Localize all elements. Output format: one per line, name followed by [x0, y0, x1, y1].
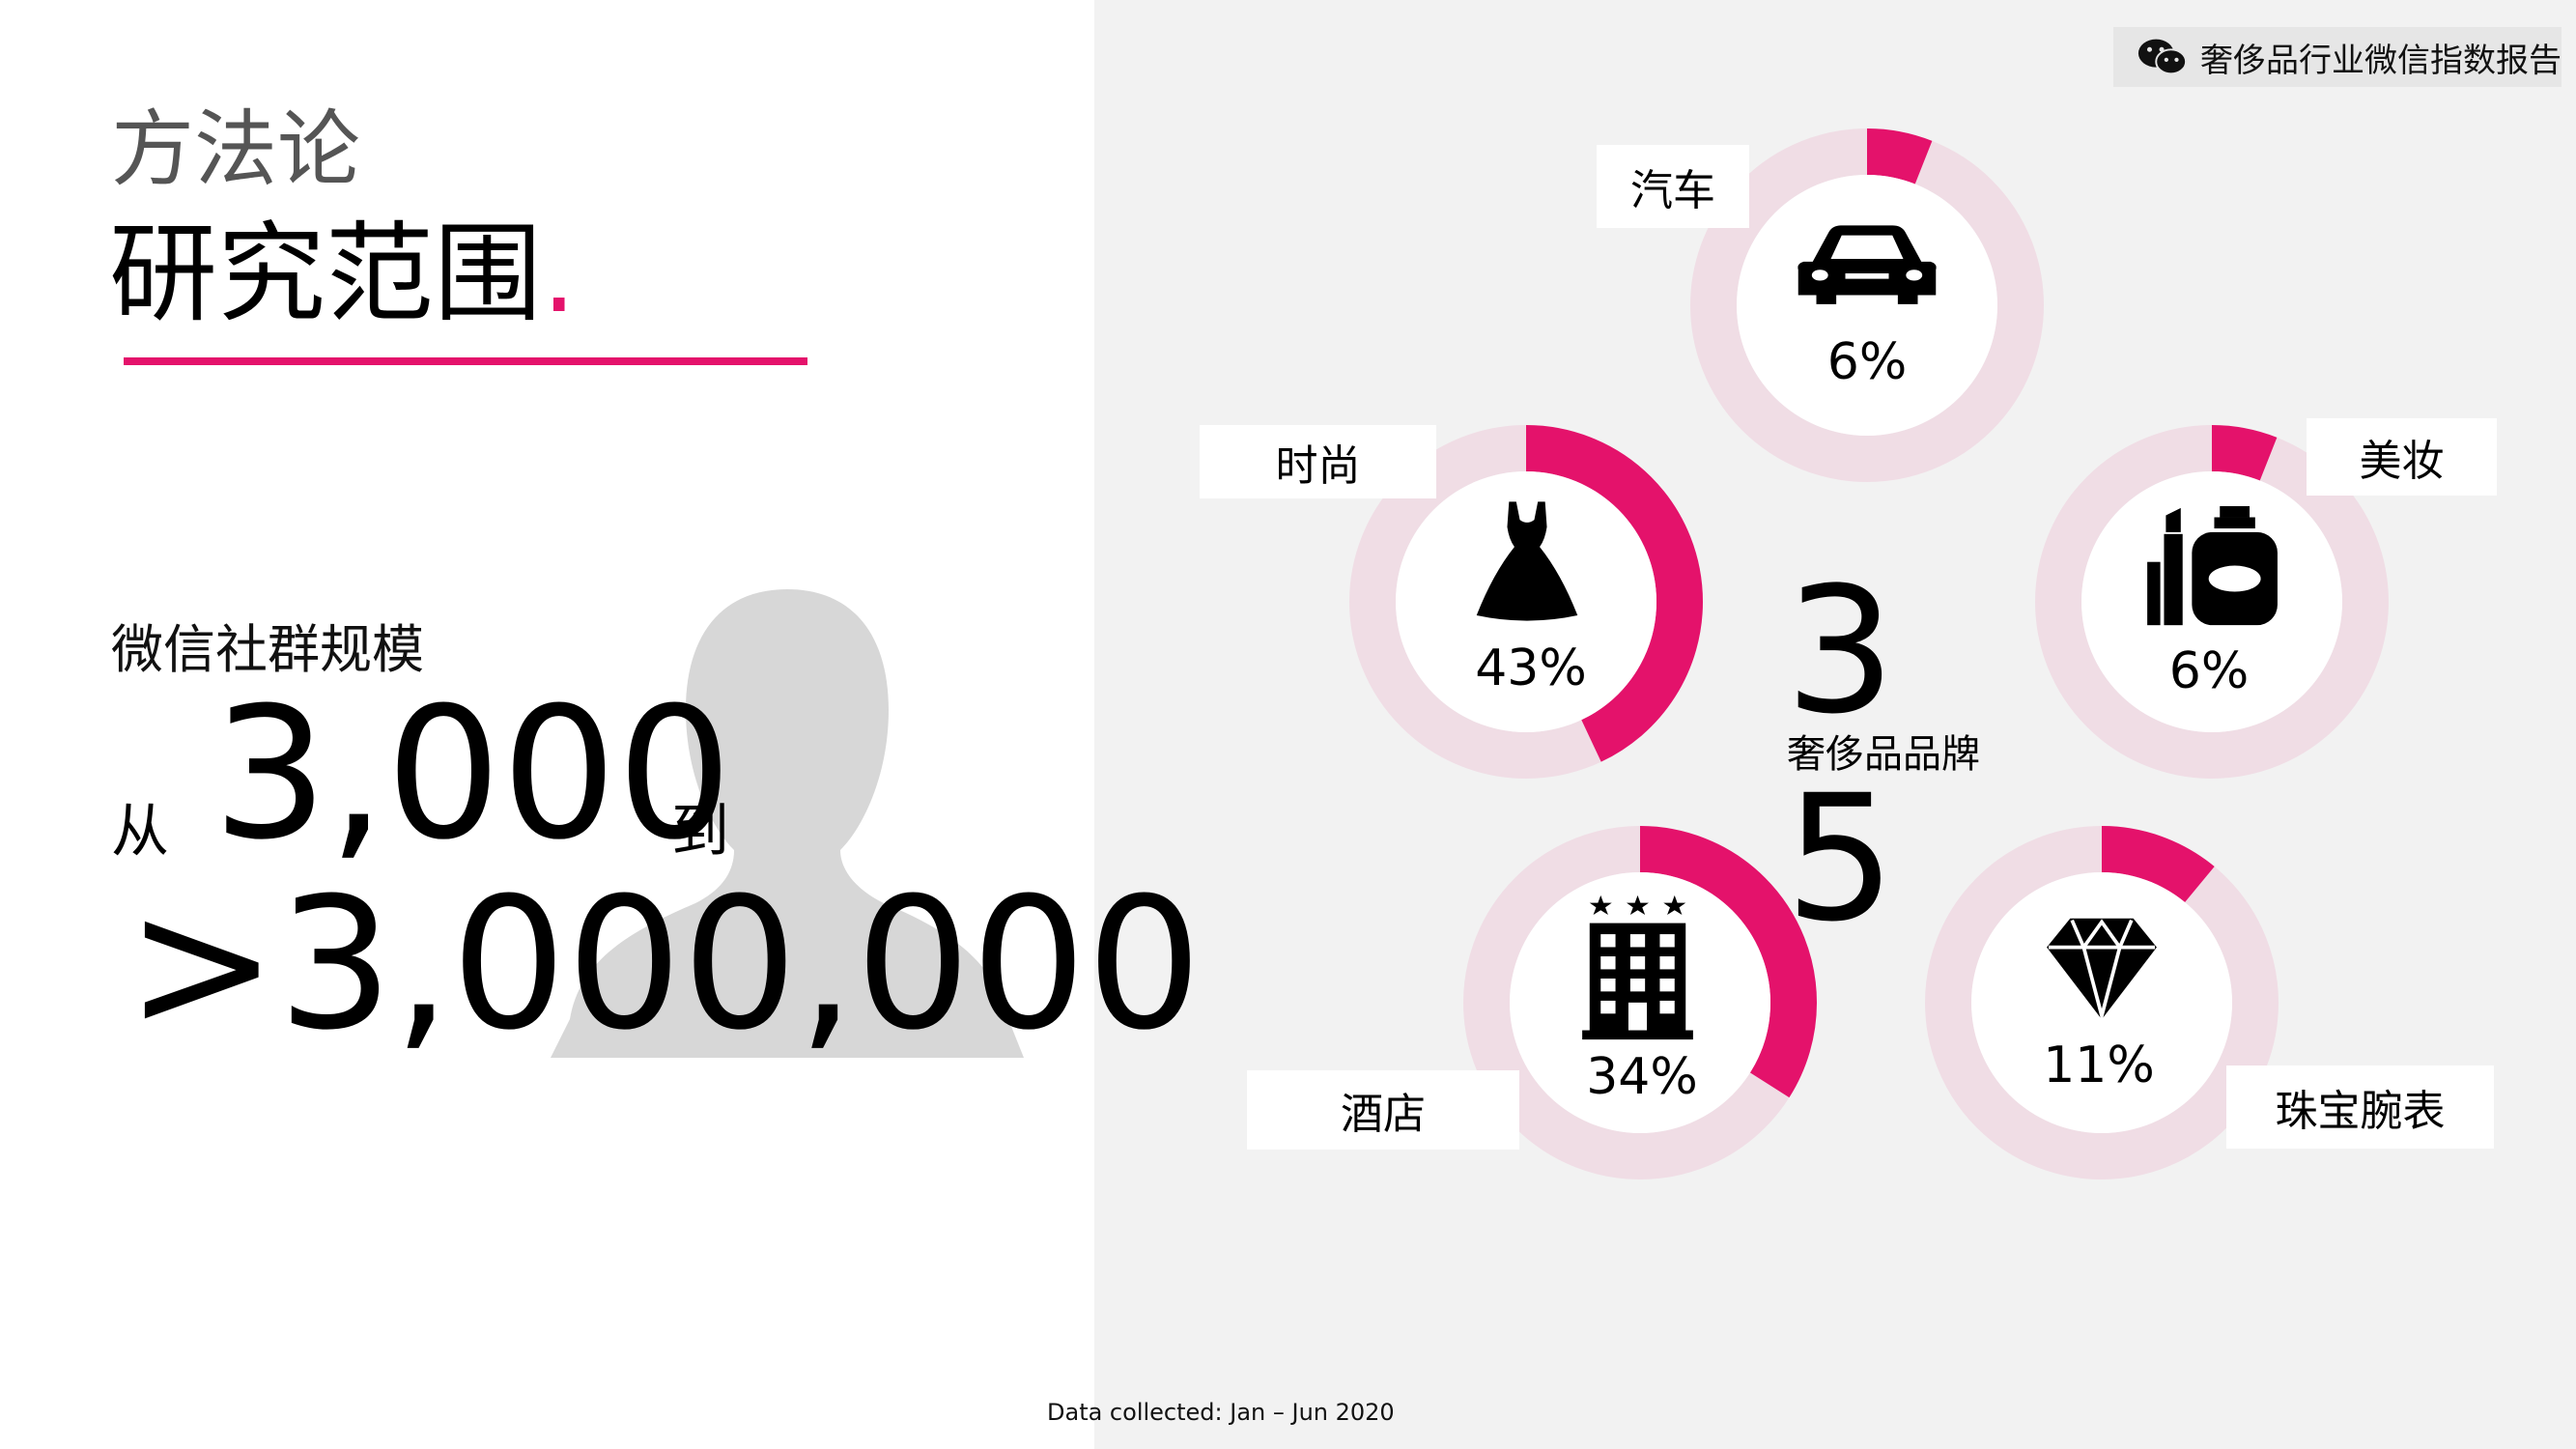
category-ring-hotel: 34% [1463, 826, 1817, 1179]
category-label-cosmetics: 美妆 [2307, 418, 2497, 496]
category-percent: 6% [2168, 642, 2250, 700]
brand-count-bottom: 5 [1785, 758, 1896, 960]
category-label-hotel: 酒店 [1247, 1070, 1519, 1150]
ring-chart [1690, 128, 2044, 482]
category-ring-car: 6% [1690, 128, 2044, 482]
from-word: 从 [111, 798, 169, 866]
category-label-fashion: 时尚 [1200, 425, 1436, 498]
category-label-car: 汽车 [1597, 145, 1749, 228]
page-title: 研究范围. [109, 220, 577, 328]
brand-count-top: 3 [1785, 551, 1896, 753]
category-label-jewelry: 珠宝腕表 [2226, 1065, 2494, 1149]
category-percent: 6% [1826, 333, 1908, 391]
report-title: 奢侈品行业微信指数报告 [2200, 41, 2562, 80]
category-percent: 34% [1586, 1048, 1698, 1106]
brand-count-label: 奢侈品品牌 [1787, 732, 1980, 777]
diamond-icon [2047, 918, 2157, 1023]
ring-arc [2035, 425, 2389, 779]
category-percent: 43% [1475, 639, 1587, 697]
community-max-value: >3,000,000 [126, 859, 1203, 1070]
page-title-text: 研究范围 [109, 212, 542, 337]
title-underline [124, 357, 807, 365]
person-silhouette-icon [551, 589, 1024, 1058]
category-ring-jewelry: 11% [1925, 826, 2279, 1179]
category-ring-cosmetics: 6% [2035, 425, 2389, 779]
ring-arc [1690, 128, 2044, 482]
title-dot: . [542, 212, 577, 337]
hotel-icon [1582, 895, 1693, 1040]
ring-arc [1463, 826, 1817, 1179]
wechat-icon [2137, 39, 2188, 75]
to-word: 到 [671, 798, 729, 866]
cosmetics-icon [2147, 505, 2278, 626]
data-collection-note: Data collected: Jan – Jun 2020 [1047, 1399, 1395, 1426]
car-icon [1798, 225, 1937, 304]
ring-arc [1349, 425, 1703, 779]
section-kicker: 方法论 [111, 101, 360, 198]
ring-arc [1925, 826, 2279, 1179]
report-header: 奢侈品行业微信指数报告 [2113, 27, 2562, 87]
category-ring-fashion: 43% [1349, 425, 1703, 779]
category-percent: 11% [2043, 1037, 2155, 1094]
community-min-value: 3,000 [212, 668, 733, 880]
dress-icon [1476, 501, 1578, 621]
community-size-label: 微信社群规模 [111, 619, 424, 680]
